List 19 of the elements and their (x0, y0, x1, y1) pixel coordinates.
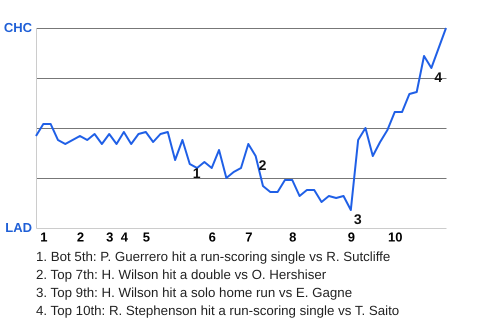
text: CHC (4, 20, 33, 35)
text: 2. Top 7th: H. Wilson hit a double vs O. Hershiser (36, 267, 327, 282)
x-tick-label: 4 (120, 230, 129, 244)
x-tick-label: 10 (388, 230, 402, 244)
x-tick-label: 5 (142, 230, 150, 244)
x-tick-label: 3 (106, 230, 114, 244)
x-tick-label: 6 (208, 230, 216, 244)
text: 4. Top 10th: R. Stephenson hit a run-scoring single vs T. Saito (36, 303, 400, 318)
annotation: 1 (192, 165, 201, 181)
x-tick-label: 1 (40, 230, 48, 244)
annotation: 3 (354, 211, 362, 227)
x-tick-label: 7 (245, 230, 252, 244)
x-tick-label: 2 (76, 230, 84, 244)
annotation: 2 (258, 157, 267, 173)
x-tick-label: 9 (348, 230, 355, 244)
x-tick-label: 8 (289, 230, 296, 244)
text: LAD (5, 220, 32, 235)
text: 1. Bot 5th: P. Guerrero hit a run-scoring single vs R. Sutcliffe (36, 249, 390, 264)
text: 3. Top 9th: H. Wilson hit a solo home run vs E. Gagne (36, 285, 352, 300)
